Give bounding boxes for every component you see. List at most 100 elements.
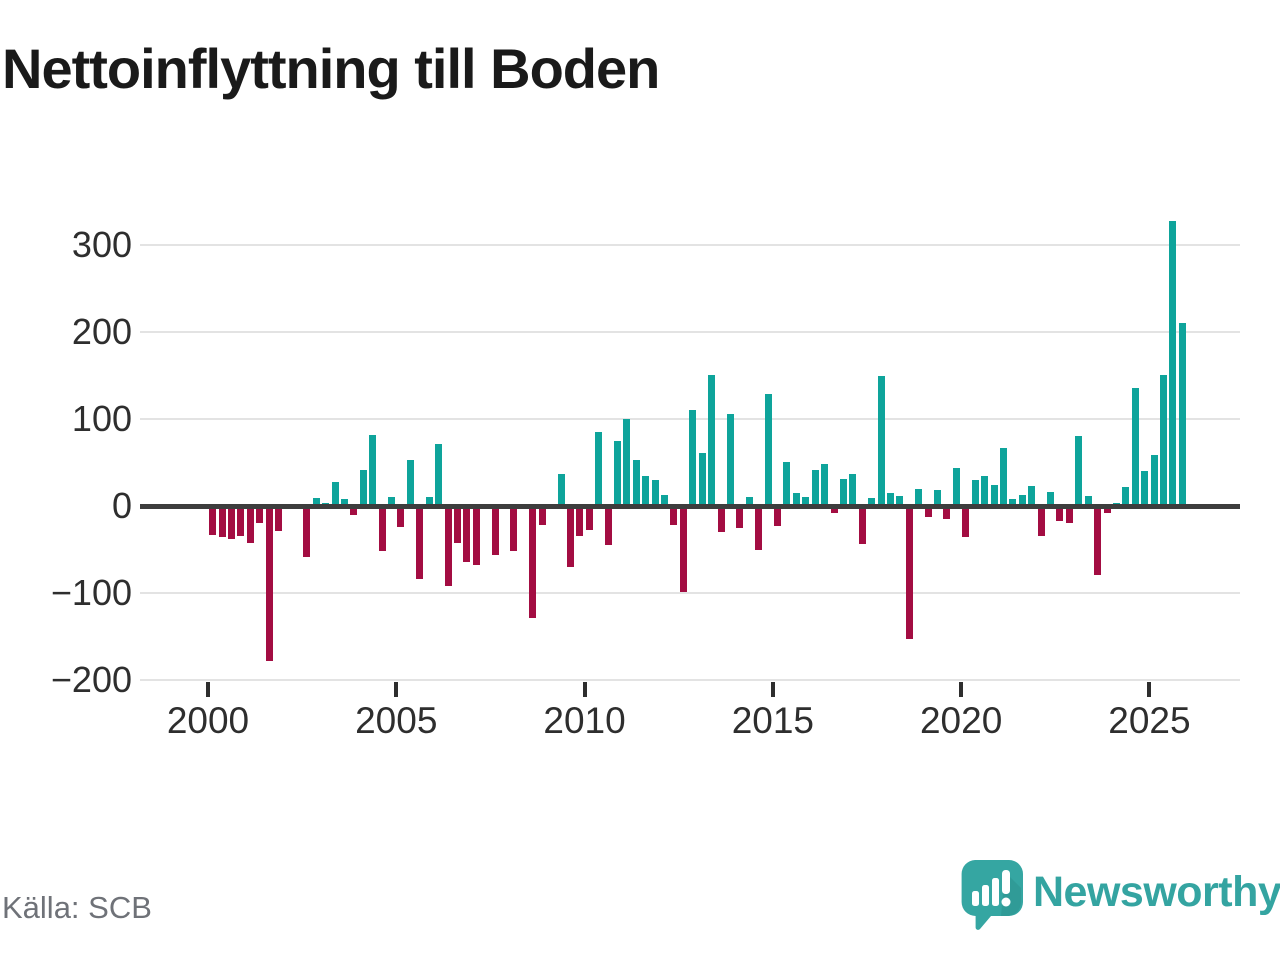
bar xyxy=(971,479,979,506)
bar xyxy=(868,498,876,506)
bar xyxy=(717,508,725,533)
bar xyxy=(1037,508,1045,536)
bar xyxy=(1169,221,1177,506)
x-axis-tick xyxy=(1147,682,1152,697)
bar xyxy=(453,508,461,543)
bar xyxy=(388,497,396,506)
bar xyxy=(830,508,838,514)
bar xyxy=(595,431,603,506)
bar xyxy=(538,508,546,525)
bar xyxy=(1103,508,1111,514)
x-axis-tick-label: 2000 xyxy=(166,700,250,741)
bar xyxy=(924,508,932,517)
bar xyxy=(821,464,829,506)
bar xyxy=(708,375,716,506)
bar xyxy=(1075,436,1083,506)
bar xyxy=(1141,471,1149,506)
bar xyxy=(529,508,537,618)
bar xyxy=(1009,499,1017,506)
newsworthy-icon xyxy=(961,860,1023,930)
bar xyxy=(1131,388,1139,506)
bar xyxy=(764,393,772,506)
bar xyxy=(981,476,989,506)
y-axis-tick-label: 0 xyxy=(111,485,132,526)
bar xyxy=(510,508,518,551)
bar xyxy=(1084,496,1092,506)
zero-axis-line xyxy=(140,504,1240,509)
bar xyxy=(689,410,697,506)
y-gridline xyxy=(140,330,1240,333)
source-label: Källa: SCB xyxy=(2,890,152,925)
bar xyxy=(1150,454,1158,506)
bar xyxy=(228,508,236,540)
x-axis-tick xyxy=(394,682,399,697)
bar xyxy=(566,508,574,568)
bar xyxy=(915,488,923,506)
bar xyxy=(576,508,584,536)
bar xyxy=(359,470,367,506)
x-axis-tick xyxy=(959,682,964,697)
y-axis-tick-label: 200 xyxy=(71,310,132,352)
y-axis-tick-label: −100 xyxy=(50,572,132,614)
bar xyxy=(642,476,650,506)
x-axis-tick-label: 2015 xyxy=(731,700,814,741)
bar xyxy=(275,508,283,531)
bar xyxy=(246,508,254,543)
x-axis-tick-label: 2020 xyxy=(919,700,1003,741)
bar xyxy=(491,508,499,556)
bar xyxy=(698,452,706,506)
bar xyxy=(1056,508,1064,522)
bar xyxy=(378,508,386,551)
bar xyxy=(1047,492,1055,506)
y-axis-tick-label: −200 xyxy=(50,659,132,701)
x-axis-tick xyxy=(582,682,587,697)
plot-area: 300 200 100 0 −100 −200 2000 2005 2010 2015 2020 20… xyxy=(50,221,1240,741)
x-axis-tick xyxy=(770,682,775,697)
bar xyxy=(755,508,763,550)
bar xyxy=(896,495,904,506)
bar xyxy=(849,473,857,506)
chart-title: Nettoinflyttning till Boden xyxy=(2,37,660,100)
bar xyxy=(792,492,800,506)
bar xyxy=(340,499,348,506)
bar xyxy=(425,497,433,506)
bar xyxy=(303,508,311,557)
bar xyxy=(350,508,358,515)
bar xyxy=(736,508,744,529)
y-gridline xyxy=(140,243,1240,246)
bar xyxy=(887,492,894,506)
bar xyxy=(1178,322,1186,506)
x-axis-tick-label: 2010 xyxy=(543,700,626,741)
bar xyxy=(1018,494,1026,506)
bar xyxy=(905,508,913,639)
bar xyxy=(934,490,942,506)
bar xyxy=(962,508,970,537)
bar xyxy=(463,508,471,563)
bar xyxy=(256,508,264,523)
bar xyxy=(312,498,320,506)
bar xyxy=(585,508,593,530)
bar xyxy=(943,508,951,520)
bar xyxy=(1094,508,1102,576)
y-axis-tick-label: 100 xyxy=(71,397,132,439)
y-axis-tick-label: 300 xyxy=(71,223,132,265)
newsworthy-logo: Newsworthy xyxy=(961,860,1280,930)
bar xyxy=(1028,485,1036,506)
bar xyxy=(369,434,377,506)
bar xyxy=(218,508,226,537)
bar xyxy=(679,508,687,592)
bar xyxy=(811,470,819,506)
bar xyxy=(774,508,782,527)
bar xyxy=(670,508,678,525)
bar xyxy=(614,440,621,506)
bar xyxy=(877,376,885,506)
bar xyxy=(839,478,847,506)
bar xyxy=(661,494,669,506)
y-gridline xyxy=(140,592,1240,595)
bar xyxy=(331,482,339,506)
x-axis-tick-label: 2025 xyxy=(1108,700,1191,741)
bar xyxy=(416,508,424,580)
bar xyxy=(1160,375,1167,506)
bar xyxy=(604,508,612,545)
